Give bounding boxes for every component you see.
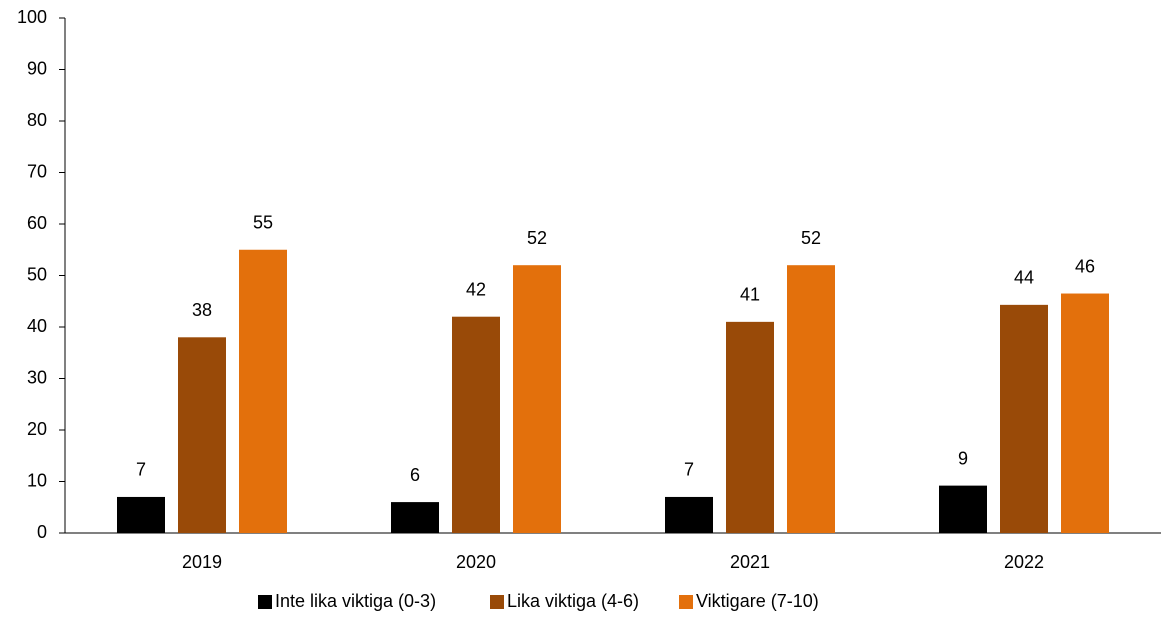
bar [391,502,439,533]
bar [1000,304,1048,533]
x-tick-label: 2019 [182,552,222,572]
value-label: 38 [192,300,212,320]
y-tick-label: 50 [27,264,47,284]
x-tick-label: 2021 [730,552,770,572]
y-tick-label: 100 [17,7,47,27]
bar [939,485,987,533]
y-tick-label: 70 [27,161,47,181]
legend-swatch [258,595,272,609]
y-tick-label: 20 [27,419,47,439]
y-tick-label: 30 [27,367,47,387]
value-label: 7 [136,460,146,480]
x-tick-label: 2022 [1004,552,1044,572]
bar [665,496,713,533]
y-tick-label: 90 [27,58,47,78]
value-label: 46 [1075,256,1095,276]
y-tick-label: 40 [27,316,47,336]
y-tick-label: 0 [37,522,47,542]
y-tick-label: 60 [27,213,47,233]
value-label: 52 [527,228,547,248]
value-label: 52 [801,228,821,248]
bar [726,321,774,533]
y-tick-label: 10 [27,470,47,490]
bar [513,265,561,533]
value-label: 55 [253,213,273,233]
y-tick-label: 80 [27,110,47,130]
legend-swatch [679,595,693,609]
bar [117,496,165,533]
value-label: 42 [466,279,486,299]
bar [452,316,500,533]
x-tick-label: 2020 [456,552,496,572]
legend-label: Inte lika viktiga (0-3) [275,591,436,611]
value-label: 7 [684,460,694,480]
value-label: 6 [410,465,420,485]
bar [787,265,835,533]
legend-swatch [490,595,504,609]
legend-label: Viktigare (7-10) [696,591,819,611]
value-label: 41 [740,285,760,305]
value-label: 44 [1014,268,1034,288]
legend-label: Lika viktiga (4-6) [507,591,639,611]
bar [1061,293,1109,533]
bar [178,337,226,533]
bar [239,249,287,533]
value-label: 9 [958,448,968,468]
